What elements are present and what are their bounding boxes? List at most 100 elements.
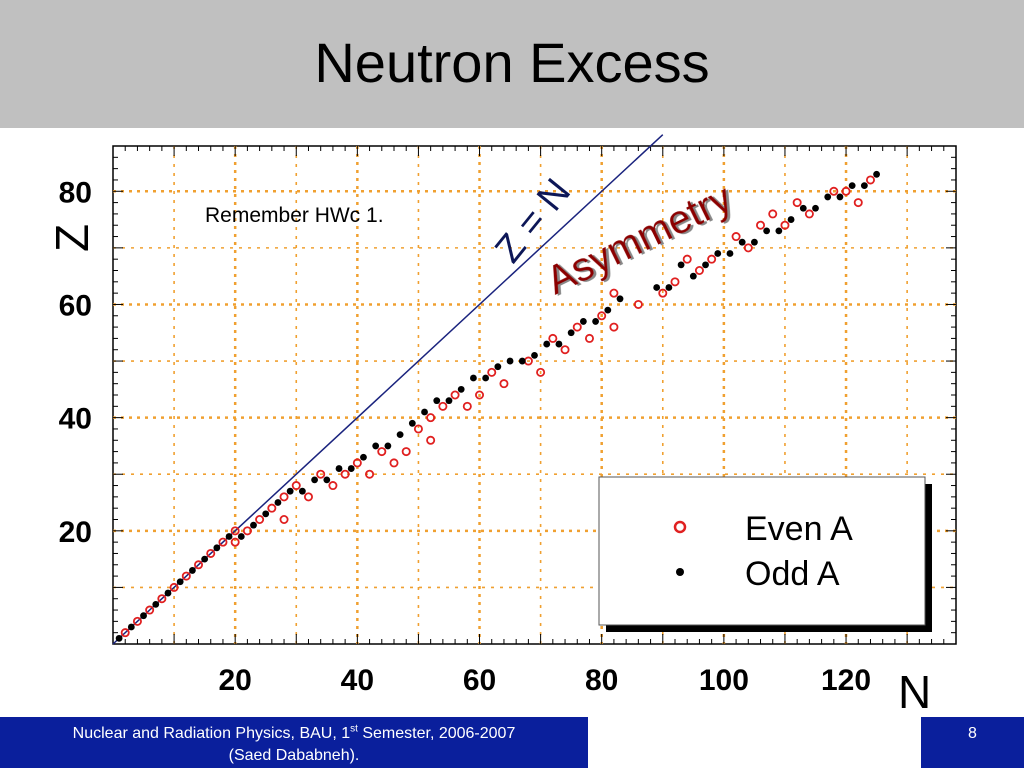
- even-a-point: [768, 209, 778, 219]
- odd-a-point: [518, 357, 526, 365]
- y-tick-label: 20: [59, 516, 92, 549]
- even-a-point: [340, 469, 350, 479]
- legend-even-marker: [673, 520, 687, 534]
- note-text: Remember HWc 1.: [205, 204, 384, 227]
- odd-a-point: [836, 193, 844, 201]
- even-a-point: [316, 469, 326, 479]
- even-a-point: [462, 401, 472, 411]
- even-a-point: [609, 322, 619, 332]
- even-a-point: [487, 367, 497, 377]
- odd-a-point: [873, 170, 880, 178]
- even-a-point: [242, 526, 252, 536]
- odd-a-point: [494, 363, 502, 371]
- even-a-point: [377, 447, 387, 457]
- even-a-point: [853, 198, 863, 208]
- even-a-point: [682, 254, 692, 264]
- even-a-point: [157, 594, 167, 604]
- even-a-point: [145, 605, 155, 615]
- odd-a-point: [189, 567, 196, 574]
- odd-a-point: [274, 499, 282, 506]
- even-a-point: [413, 424, 423, 434]
- legend-odd-label: Odd A: [745, 555, 840, 593]
- odd-a-point: [567, 329, 575, 337]
- even-a-point: [365, 469, 375, 479]
- legend-odd-marker: [676, 568, 684, 576]
- x-tick-label: 20: [218, 664, 251, 697]
- odd-a-point: [262, 510, 270, 518]
- tick-marks: [112, 145, 957, 645]
- odd-a-point: [702, 261, 709, 269]
- odd-a-point: [323, 476, 331, 484]
- even-a-point: [426, 435, 436, 445]
- y-tick-label: 80: [59, 176, 92, 209]
- even-a-point: [584, 333, 594, 343]
- footer-spacer: [588, 717, 921, 768]
- even-a-point: [218, 537, 228, 547]
- odd-a-point: [860, 182, 868, 190]
- x-tick-label: 60: [463, 664, 496, 697]
- footer-course-info: Nuclear and Radiation Physics, BAU, 1st …: [0, 717, 588, 768]
- odd-a-point: [555, 340, 563, 348]
- x-axis-title: N: [898, 666, 931, 712]
- even-a-point: [572, 322, 582, 332]
- odd-a-point: [127, 623, 135, 631]
- odd-a-point: [408, 419, 416, 427]
- even-a-point: [475, 390, 485, 400]
- footer-text-sup: st: [350, 723, 358, 735]
- even-a-point: [548, 333, 558, 343]
- y-axis-title: Z: [46, 224, 98, 252]
- x-tick-label: 100: [699, 664, 749, 697]
- odd-a-point: [396, 431, 404, 439]
- chart: 20 40 60 80 100 120 20 40 60 80 Remember HWc 1. Z…: [46, 134, 957, 712]
- data-points: [115, 170, 880, 642]
- even-a-point: [707, 254, 717, 264]
- even-a-point: [169, 582, 179, 592]
- odd-a-point: [213, 544, 221, 552]
- even-a-point: [670, 277, 680, 287]
- even-a-point: [230, 526, 240, 536]
- page-title: Neutron Excess: [314, 31, 710, 94]
- even-a-point: [132, 616, 142, 626]
- odd-a-point: [738, 238, 746, 246]
- odd-a-point: [592, 318, 599, 325]
- odd-a-point: [653, 284, 661, 291]
- even-a-point: [279, 515, 289, 525]
- even-a-point: [536, 367, 546, 377]
- even-a-point: [426, 413, 436, 423]
- odd-a-point: [543, 340, 551, 348]
- odd-a-point: [470, 374, 477, 382]
- axis-labels: 20 40 60 80 100 120 20 40 60 80: [59, 176, 871, 697]
- odd-a-point: [286, 487, 294, 495]
- odd-a-point: [787, 216, 795, 223]
- even-a-point: [865, 175, 875, 185]
- odd-a-point: [164, 589, 172, 597]
- odd-a-point: [751, 238, 758, 246]
- footer-text-pre: Nuclear and Radiation Physics, BAU, 1: [72, 725, 351, 742]
- odd-a-point: [201, 555, 209, 563]
- odd-a-point: [714, 250, 722, 257]
- odd-a-point: [482, 374, 490, 382]
- odd-a-point: [237, 533, 245, 540]
- odd-a-point: [457, 385, 465, 393]
- odd-a-point: [848, 182, 856, 190]
- odd-a-point: [360, 453, 367, 461]
- odd-a-point: [812, 204, 819, 212]
- odd-a-point: [445, 397, 453, 405]
- even-a-point: [194, 560, 204, 570]
- even-a-point: [780, 220, 790, 230]
- even-a-point: [255, 515, 265, 525]
- even-a-point: [267, 503, 277, 513]
- page-number: 8: [921, 717, 1024, 768]
- even-a-point: [756, 220, 766, 230]
- even-a-point: [450, 390, 460, 400]
- odd-a-point: [250, 521, 257, 529]
- odd-a-point: [311, 476, 318, 484]
- odd-a-point: [677, 261, 685, 269]
- title-bar: [0, 0, 1024, 128]
- odd-a-point: [298, 487, 306, 495]
- footer-text-line2: (Saed Dababneh).: [228, 747, 360, 764]
- even-a-point: [694, 265, 704, 275]
- odd-a-point: [775, 227, 783, 235]
- odd-a-point: [799, 204, 807, 212]
- even-a-point: [303, 492, 313, 502]
